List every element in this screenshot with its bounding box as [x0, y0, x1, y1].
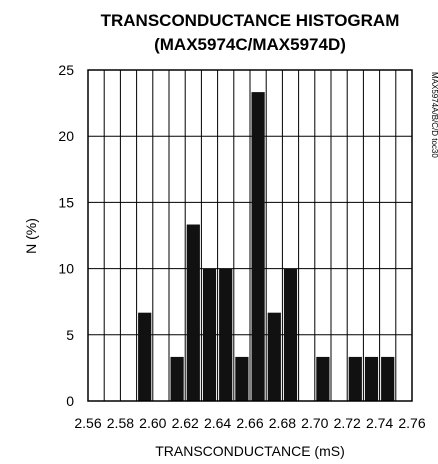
y-tick-label: 10 [58, 261, 74, 277]
y-tick-label: 15 [58, 194, 74, 210]
x-tick-label: 2.60 [139, 415, 166, 431]
x-axis-label: TRANSCONDUCTANCE (mS) [155, 443, 345, 459]
y-axis-label: N (%) [23, 218, 39, 254]
x-tick-label: 2.64 [204, 415, 231, 431]
histogram-bar [235, 356, 249, 401]
histogram-bar [138, 312, 152, 401]
y-tick-label: 25 [58, 62, 74, 78]
histogram-bar [316, 356, 330, 401]
x-tick-label: 2.58 [107, 415, 134, 431]
bars [138, 92, 395, 401]
grid-lines [88, 70, 412, 401]
doc-id-label: MAX5974A/B/C/D toc30 [430, 72, 438, 158]
histogram-bar [348, 356, 362, 401]
y-tick-label: 20 [58, 128, 74, 144]
histogram-bar [364, 356, 379, 401]
x-tick-label: 2.74 [366, 415, 393, 431]
y-tick-label: 0 [66, 393, 74, 409]
histogram-bar [251, 92, 265, 401]
histogram-bar [170, 356, 184, 401]
x-tick-labels: 2.56 2.58 2.60 2.62 2.64 2.66 2.68 2.70 2.72 2.74… [74, 415, 425, 431]
x-tick-label: 2.66 [236, 415, 263, 431]
histogram-bar [267, 312, 281, 401]
x-tick-label: 2.72 [334, 415, 361, 431]
histogram-bar [186, 224, 200, 401]
histogram-bar [381, 356, 395, 401]
x-tick-label: 2.62 [172, 415, 199, 431]
x-tick-label: 2.76 [398, 415, 425, 431]
histogram-bar [202, 268, 217, 401]
x-tick-label: 2.70 [301, 415, 328, 431]
y-tick-labels: 0 5 10 15 20 25 [58, 62, 74, 409]
histogram-bar [283, 268, 298, 401]
chart-title-line1: TRANSCONDUCTANCE HISTOGRAM [101, 11, 400, 30]
x-tick-label: 2.56 [74, 415, 101, 431]
plot-frame [87, 69, 413, 402]
histogram-bar [219, 268, 233, 401]
y-tick-label: 5 [66, 327, 74, 343]
x-tick-label: 2.68 [269, 415, 296, 431]
chart-title-line2: (MAX5974C/MAX5974D) [154, 35, 346, 54]
